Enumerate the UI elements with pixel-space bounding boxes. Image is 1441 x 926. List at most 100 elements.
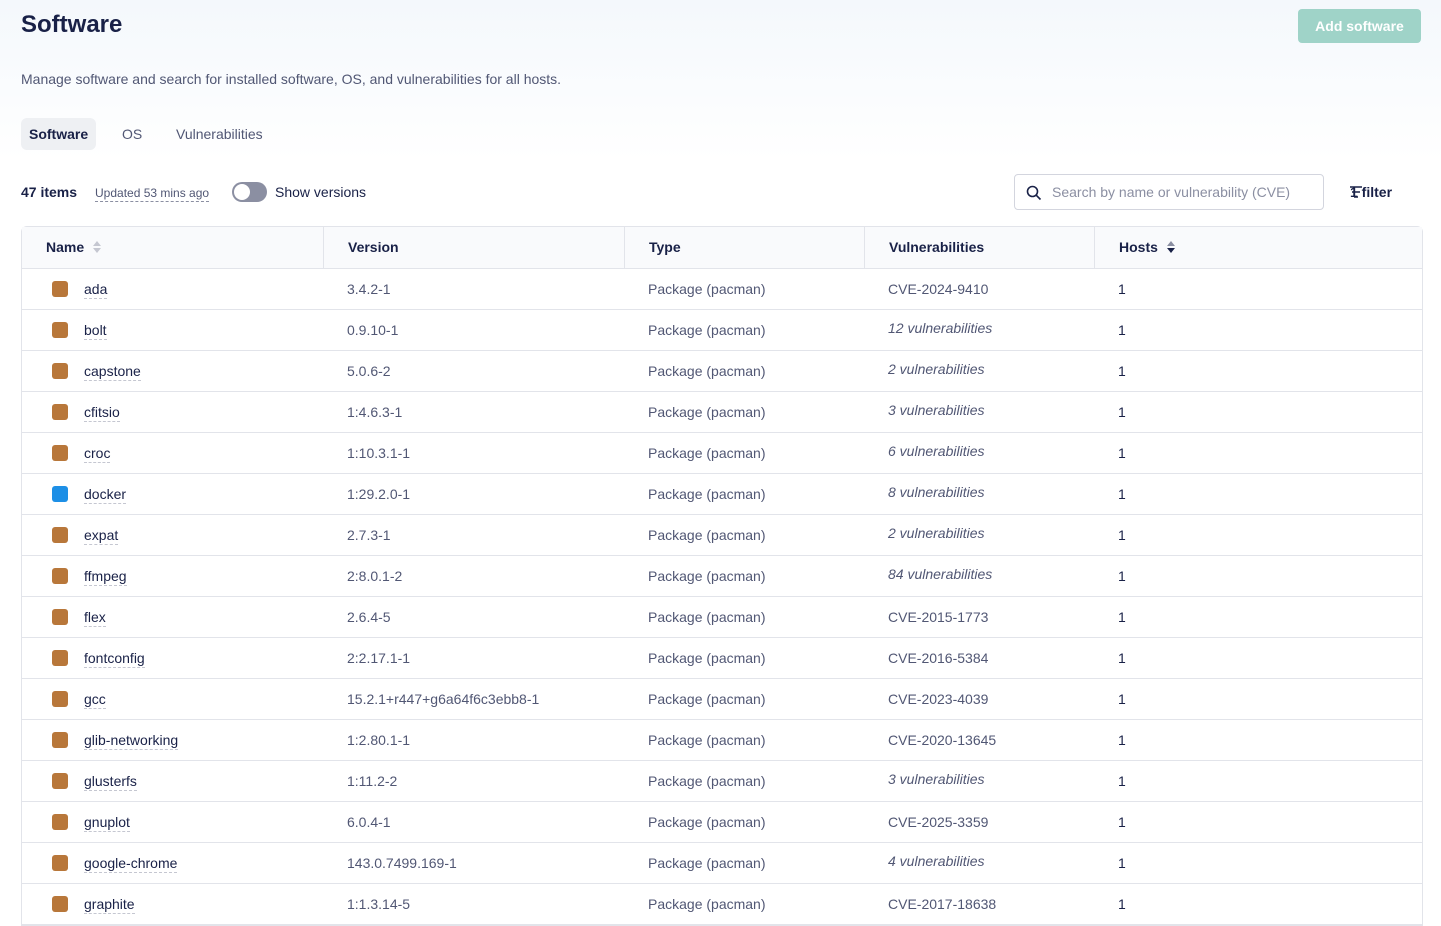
sort-icon[interactable] bbox=[1166, 240, 1176, 254]
table-cell: CVE-2017-18638 bbox=[864, 884, 1094, 924]
table-cell: Package (pacman) bbox=[624, 269, 864, 309]
cell-text: Package (pacman) bbox=[648, 363, 766, 379]
cell-text: Package (pacman) bbox=[648, 281, 766, 297]
cell-text: CVE-2015-1773 bbox=[888, 609, 989, 625]
table-cell: CVE-2023-4039 bbox=[864, 679, 1094, 719]
software-name[interactable]: glib-networking bbox=[84, 732, 179, 750]
column-header[interactable]: Vulnerabilities bbox=[864, 227, 1094, 268]
tab[interactable]: Software bbox=[21, 118, 97, 150]
table-cell: 2.6.4-5 bbox=[323, 597, 624, 637]
cell-text: 15.2.1+r447+g6a64f6c3ebb8-1 bbox=[347, 691, 540, 707]
table-cell: 1 bbox=[1094, 884, 1422, 924]
table-cell: Package (pacman) bbox=[624, 761, 864, 801]
sort-icon[interactable] bbox=[92, 240, 102, 254]
table-cell: 5.0.6-2 bbox=[323, 351, 624, 391]
software-name[interactable]: gnuplot bbox=[84, 814, 130, 832]
cell-text: Package (pacman) bbox=[648, 527, 766, 543]
cell-text: CVE-2023-4039 bbox=[888, 691, 989, 707]
column-header[interactable]: Hosts bbox=[1094, 227, 1422, 268]
software-name[interactable]: fontconfig bbox=[84, 650, 145, 668]
toggle[interactable] bbox=[232, 182, 267, 202]
cell-text: 1:4.6.3-1 bbox=[347, 404, 403, 420]
software-icon bbox=[52, 363, 68, 379]
software-name[interactable]: ada bbox=[84, 281, 108, 299]
software-icon bbox=[52, 691, 68, 707]
filter-button[interactable]: 1 filter bbox=[1350, 184, 1393, 200]
cell-text: 1 bbox=[1118, 486, 1126, 502]
table-cell: 1:1.3.14-5 bbox=[323, 884, 624, 924]
table-row: google-chrome 143.0.7499.169-1 Package (pa… bbox=[22, 843, 1422, 884]
column-header[interactable]: Name bbox=[22, 227, 323, 268]
software-icon bbox=[52, 773, 68, 789]
search-placeholder: Search by name or vulnerability (CVE) bbox=[1052, 184, 1291, 200]
cell-text: 6 vulnerabilities bbox=[888, 443, 985, 459]
software-name[interactable]: croc bbox=[84, 445, 111, 463]
table-row: ada 3.4.2-1 Package (pacman) CVE-2024-9410 1 bbox=[22, 269, 1422, 310]
cell-text: 3.4.2-1 bbox=[347, 281, 391, 297]
software-name[interactable]: glusterfs bbox=[84, 773, 137, 791]
table-cell: gcc bbox=[22, 679, 323, 719]
table-cell: 1:29.2.0-1 bbox=[323, 474, 624, 514]
cell-text: Package (pacman) bbox=[648, 445, 766, 461]
software-name[interactable]: bolt bbox=[84, 322, 107, 340]
cell-text: Package (pacman) bbox=[648, 322, 766, 338]
table-cell: 1 bbox=[1094, 720, 1422, 760]
table-row: graphite 1:1.3.14-5 Package (pacman) CVE-20… bbox=[22, 884, 1422, 925]
description: Manage software and search for installed… bbox=[21, 71, 562, 87]
software-name[interactable]: flex bbox=[84, 609, 106, 627]
cell-text: 1 bbox=[1118, 773, 1126, 789]
table-cell: 1 bbox=[1094, 515, 1422, 555]
column-header[interactable]: Version bbox=[323, 227, 624, 268]
cell-text: 1 bbox=[1118, 691, 1126, 707]
column-title: Type bbox=[649, 239, 681, 255]
software-name[interactable]: docker bbox=[84, 486, 127, 504]
tab[interactable]: OS bbox=[122, 126, 143, 142]
table-cell: Package (pacman) bbox=[624, 474, 864, 514]
table-cell: 6.0.4-1 bbox=[323, 802, 624, 842]
software-name[interactable]: ffmpeg bbox=[84, 568, 127, 586]
software-name[interactable]: expat bbox=[84, 527, 119, 545]
software-name[interactable]: graphite bbox=[84, 896, 135, 914]
software-icon bbox=[52, 527, 68, 543]
column-title: Hosts bbox=[1119, 239, 1158, 255]
table-cell: 8 vulnerabilities bbox=[864, 474, 1094, 514]
software-name[interactable]: cfitsio bbox=[84, 404, 120, 422]
tab[interactable]: Vulnerabilities bbox=[176, 126, 263, 142]
table-row: expat 2.7.3-1 Package (pacman) 2 vulnerabil… bbox=[22, 515, 1422, 556]
table-header: Name Version Type Vulnerabilities Hosts bbox=[22, 227, 1422, 269]
table-cell: 2:8.0.1-2 bbox=[323, 556, 624, 596]
table-cell: ada bbox=[22, 269, 323, 309]
cell-text: CVE-2020-13645 bbox=[888, 732, 997, 748]
table-cell: graphite bbox=[22, 884, 323, 924]
table-cell: ffmpeg bbox=[22, 556, 323, 596]
column-title: Version bbox=[348, 239, 399, 255]
table-cell: 2.7.3-1 bbox=[323, 515, 624, 555]
table-cell: 15.2.1+r447+g6a64f6c3ebb8-1 bbox=[323, 679, 624, 719]
software-icon bbox=[52, 486, 68, 502]
software-name[interactable]: gcc bbox=[84, 691, 106, 709]
add-software-button[interactable]: Add software bbox=[1298, 9, 1421, 43]
table-cell: expat bbox=[22, 515, 323, 555]
header-bg bbox=[0, 0, 1441, 160]
table-cell: google-chrome bbox=[22, 843, 323, 883]
table-cell: Package (pacman) bbox=[624, 310, 864, 350]
software-name[interactable]: google-chrome bbox=[84, 855, 178, 873]
software-name[interactable]: capstone bbox=[84, 363, 141, 381]
table-cell: CVE-2016-5384 bbox=[864, 638, 1094, 678]
table-cell: 6 vulnerabilities bbox=[864, 433, 1094, 473]
cell-text: Package (pacman) bbox=[648, 896, 766, 912]
search-input[interactable]: Search by name or vulnerability (CVE) bbox=[1014, 174, 1324, 210]
cell-text: 3 vulnerabilities bbox=[888, 402, 985, 418]
table-cell: Package (pacman) bbox=[624, 392, 864, 432]
table-cell: Package (pacman) bbox=[624, 638, 864, 678]
cell-text: Package (pacman) bbox=[648, 814, 766, 830]
cell-text: Package (pacman) bbox=[648, 404, 766, 420]
column-header[interactable]: Type bbox=[624, 227, 864, 268]
table-cell: Package (pacman) bbox=[624, 720, 864, 760]
software-icon bbox=[52, 568, 68, 584]
cell-text: 6.0.4-1 bbox=[347, 814, 391, 830]
software-icon bbox=[52, 814, 68, 830]
table-row: gnuplot 6.0.4-1 Package (pacman) CVE-2025-3… bbox=[22, 802, 1422, 843]
table-row: croc 1:10.3.1-1 Package (pacman) 6 vulnerab… bbox=[22, 433, 1422, 474]
cell-text: Package (pacman) bbox=[648, 609, 766, 625]
